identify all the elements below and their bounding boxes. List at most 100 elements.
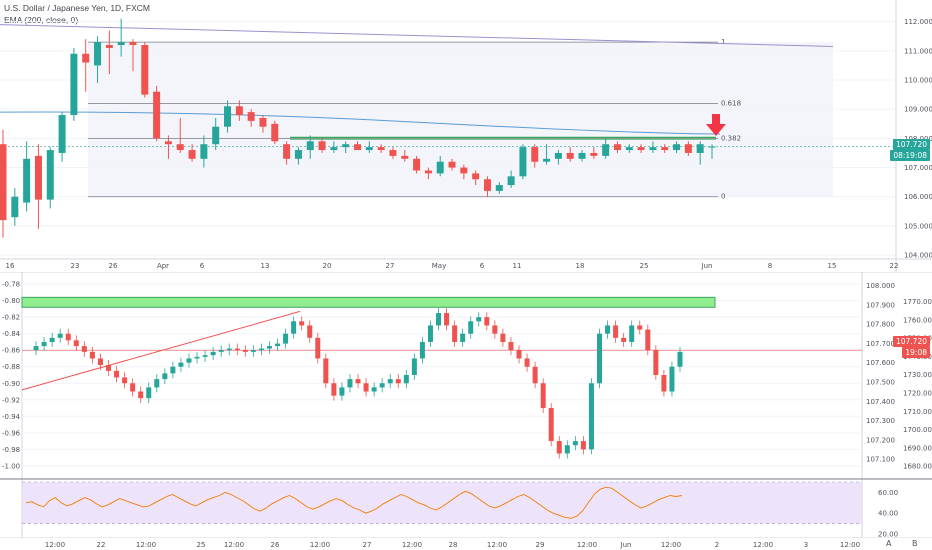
candle-body xyxy=(94,42,102,66)
time-axis-label: 12:00 xyxy=(402,541,422,549)
indicator-label: EMA (200, close, 0) xyxy=(4,15,79,25)
time-axis-label: Jun xyxy=(620,541,632,549)
candle-body xyxy=(46,150,54,200)
candle-body xyxy=(11,196,19,218)
right-axis-label-b: 1770.00 xyxy=(903,298,932,306)
time-axis-label: 2 xyxy=(715,541,719,549)
intraday-candle-body xyxy=(653,350,659,375)
candle-body xyxy=(318,141,326,151)
candle-body xyxy=(34,155,42,200)
left-axis-label: -0.78 xyxy=(2,281,20,289)
intraday-candle-body xyxy=(218,350,224,352)
time-axis-label: 28 xyxy=(449,541,458,549)
candle-body xyxy=(294,150,302,159)
right-axis-label-a: 107.600 xyxy=(866,359,895,367)
candle-body xyxy=(554,152,562,159)
time-axis-label: 6 xyxy=(480,262,485,270)
intraday-candle-body xyxy=(500,333,506,342)
intraday-candle-body xyxy=(299,321,305,326)
left-axis-label: -1.00 xyxy=(2,462,20,470)
intraday-candle-body xyxy=(556,441,562,454)
candle-body xyxy=(684,144,692,153)
candle-body xyxy=(483,179,491,191)
candle-body xyxy=(389,150,397,156)
time-axis-label: 13 xyxy=(261,262,270,270)
time-axis-label: 12:00 xyxy=(136,541,156,549)
intraday-candle-body xyxy=(508,341,514,351)
left-axis-label: -0.88 xyxy=(2,363,20,371)
candle-body xyxy=(224,106,232,127)
intraday-candle-body xyxy=(355,379,361,384)
time-axis-label: 12:00 xyxy=(310,541,330,549)
intraday-candle-body xyxy=(186,358,192,363)
intraday-candle-body xyxy=(492,325,498,334)
intraday-candle-body xyxy=(661,375,667,392)
left-axis-label: -0.94 xyxy=(2,413,21,421)
candle-body xyxy=(413,158,421,171)
intraday-candle-body xyxy=(202,355,208,357)
candle-body xyxy=(235,106,243,116)
left-axis-label: -0.82 xyxy=(2,314,20,322)
intraday-candle-body xyxy=(564,445,570,454)
intraday-candle-body xyxy=(146,387,152,399)
right-axis-label-a: 107.300 xyxy=(866,417,895,425)
time-axis-label: 12:00 xyxy=(45,541,65,549)
time-axis-label: 18 xyxy=(576,262,585,270)
candle-body xyxy=(578,152,586,159)
time-axis-label: May xyxy=(432,262,446,270)
time-axis-label: 11 xyxy=(513,262,522,270)
candle-body xyxy=(283,144,291,159)
ema-200-line xyxy=(0,111,721,135)
candle-body xyxy=(70,53,78,116)
intraday-candle-body xyxy=(226,348,232,351)
intraday-candle-body xyxy=(154,379,160,388)
time-axis-label: 25 xyxy=(640,262,649,270)
rising-trendline xyxy=(21,310,301,391)
time-axis-label: 25 xyxy=(197,541,206,549)
intraday-chart[interactable]: -0.78 -0.80 -0.82 -0.84 -0.86 -0.88 -0.90 -0.92… xyxy=(0,272,932,480)
corner-auto-button[interactable]: A xyxy=(886,539,892,548)
intraday-candle-body xyxy=(387,379,393,384)
intraday-candle-body xyxy=(371,387,377,392)
time-axis-label: 29 xyxy=(536,541,545,549)
intraday-candle-body xyxy=(170,366,176,374)
intraday-candle-body xyxy=(41,341,47,347)
intraday-candle-body xyxy=(427,325,433,342)
right-axis-label-a: 107.100 xyxy=(866,456,895,464)
intraday-candle-body xyxy=(379,383,385,388)
price-axis-label: 105.000 xyxy=(904,222,932,230)
resistance-trendline xyxy=(0,24,834,47)
price-axis-label: 110.000 xyxy=(904,77,932,85)
candle-body xyxy=(590,152,598,156)
down-arrow-icon xyxy=(706,114,726,136)
left-axis-label: -0.86 xyxy=(2,347,21,355)
time-axis[interactable]: 12:00 22 12:00 25 12:00 26 12:00 27 12:00 28 12:00… xyxy=(0,537,932,550)
rsi-axis-label: 20.00 xyxy=(878,530,898,538)
intraday-last-price-tag: 107.720 xyxy=(892,336,930,347)
candle-body xyxy=(105,45,113,48)
intraday-candle-body xyxy=(73,340,79,347)
candle-body xyxy=(23,158,31,203)
price-chart[interactable]: 112.000 111.000 110.000 109.000 108.000 107.0… xyxy=(0,0,932,272)
time-axis-label: 22 xyxy=(97,541,106,549)
left-axis-label: -0.96 xyxy=(2,429,21,437)
candle-body xyxy=(543,158,551,162)
time-axis-label: 23 xyxy=(71,262,80,270)
time-axis-label: 12:00 xyxy=(577,541,597,549)
candle-body xyxy=(448,161,456,168)
intraday-candle-body xyxy=(613,325,619,338)
intraday-candle-body xyxy=(395,379,401,384)
corner-b-button[interactable]: B xyxy=(912,539,918,548)
intraday-candle-body xyxy=(572,441,578,446)
intraday-candle-body xyxy=(460,333,466,342)
time-axis-label: 27 xyxy=(386,262,395,270)
candle-body xyxy=(0,144,7,221)
intraday-candle-body xyxy=(65,333,71,341)
candle-body xyxy=(82,53,90,63)
intraday-candle-body xyxy=(597,333,603,384)
left-axis-label: -0.92 xyxy=(2,396,20,404)
rsi-chart[interactable]: 60.00 40.00 20.00 xyxy=(0,480,932,538)
intraday-candle-body xyxy=(436,313,442,326)
intraday-candle-body xyxy=(258,348,264,351)
time-axis-label: 8 xyxy=(768,262,772,270)
